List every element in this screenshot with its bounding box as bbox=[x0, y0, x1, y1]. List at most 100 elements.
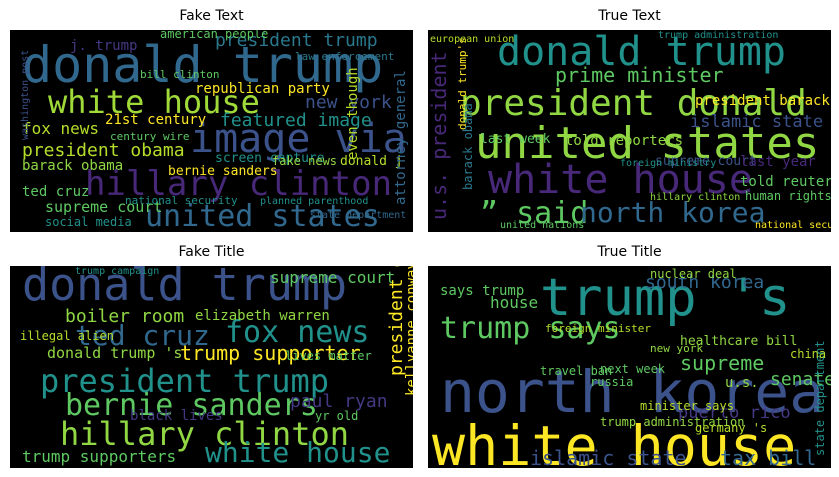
word: united states bbox=[145, 199, 380, 234]
word: trump supporters bbox=[22, 447, 176, 466]
word: germany 's bbox=[695, 421, 767, 435]
word: president barack bbox=[695, 93, 830, 109]
word: bill clinton bbox=[140, 68, 219, 81]
word: barack obama bbox=[461, 103, 475, 190]
word: new york bbox=[305, 92, 392, 113]
word: attorney general bbox=[393, 70, 409, 205]
word: black lives bbox=[130, 408, 223, 424]
word: fox news bbox=[225, 315, 370, 350]
word: north korea bbox=[440, 358, 824, 426]
word: minister says bbox=[640, 399, 734, 413]
word: foreign minister bbox=[545, 322, 651, 335]
word: president donald bbox=[460, 83, 807, 124]
word: donald trump bbox=[497, 29, 786, 75]
word: islamic state bbox=[690, 112, 823, 132]
word: u.s. bbox=[725, 375, 759, 391]
word: told reporters bbox=[565, 133, 683, 149]
word: trump administration bbox=[658, 30, 778, 41]
word: ted cruz bbox=[75, 319, 210, 352]
word: screen capture bbox=[215, 151, 325, 166]
word: donald j bbox=[340, 154, 403, 169]
word: national security bbox=[125, 194, 238, 207]
word: bernie sanders bbox=[65, 388, 318, 423]
word: white house bbox=[48, 83, 260, 121]
word: ted cruz bbox=[22, 184, 89, 200]
word: supreme court bbox=[45, 198, 162, 216]
word: ” said bbox=[480, 196, 588, 231]
word: prime minister bbox=[555, 63, 724, 87]
word: law enforcement bbox=[295, 50, 394, 63]
word: president obama bbox=[386, 213, 407, 376]
word: house bbox=[490, 293, 538, 312]
word: even though bbox=[345, 67, 361, 160]
wordcloud-background bbox=[10, 30, 413, 232]
word: fake news bbox=[272, 154, 337, 168]
word: kellyanne conway bbox=[404, 261, 420, 396]
word: supreme bbox=[680, 351, 764, 375]
word: travel ban bbox=[540, 364, 612, 378]
panel-title: Fake Text bbox=[179, 8, 244, 24]
word: u.s. president bbox=[427, 51, 451, 220]
word: hillary clinton bbox=[60, 415, 349, 453]
wordcloud-background bbox=[428, 266, 831, 468]
word: century wire bbox=[110, 130, 189, 143]
word: lives matter bbox=[285, 349, 372, 363]
word: tax bill bbox=[720, 446, 816, 470]
word: president obama bbox=[22, 140, 185, 161]
word: puerto rico bbox=[678, 403, 791, 423]
panel-title: True Title bbox=[596, 244, 661, 260]
word: national security bbox=[755, 220, 839, 231]
word: donald trump bbox=[22, 258, 347, 311]
word: social media bbox=[45, 215, 132, 229]
word: trump 's bbox=[540, 268, 790, 328]
word: fox news bbox=[22, 119, 99, 138]
word: state department bbox=[813, 340, 827, 456]
wordcloud-background bbox=[10, 266, 413, 468]
word: hillary clinton bbox=[85, 164, 392, 204]
word: trump supporter bbox=[180, 341, 361, 365]
word: paul ryan bbox=[290, 391, 388, 412]
word: islamic state bbox=[530, 446, 687, 470]
panel-title: True Text bbox=[597, 8, 661, 24]
word: 21st century bbox=[105, 112, 206, 128]
word: planned parenthood bbox=[260, 196, 368, 207]
word: russia bbox=[590, 375, 633, 389]
word: state department bbox=[310, 210, 406, 221]
word: washington post bbox=[20, 50, 31, 140]
word: south korea bbox=[645, 272, 764, 293]
word: north korea bbox=[580, 196, 765, 229]
word: hillary clinton bbox=[650, 192, 740, 203]
word: next week bbox=[600, 362, 666, 376]
panel-title: Fake Title bbox=[178, 244, 244, 260]
word: human rights bbox=[745, 189, 832, 203]
word: senate bbox=[770, 369, 835, 390]
word: donald trump's bbox=[456, 37, 469, 130]
word: j. trump bbox=[70, 38, 137, 54]
word: last year bbox=[740, 154, 816, 170]
word: healthcare bill bbox=[680, 334, 797, 349]
word: last week bbox=[480, 132, 551, 147]
word: told reuters bbox=[740, 174, 839, 190]
word: says trump bbox=[440, 283, 524, 299]
wordcloud-background bbox=[428, 30, 831, 232]
word: president trump bbox=[40, 362, 329, 400]
word: nuclear deal bbox=[650, 267, 737, 281]
word: featured image bbox=[220, 110, 372, 131]
word: republican party bbox=[195, 81, 330, 97]
word: president trump bbox=[215, 30, 378, 51]
word: elizabeth warren bbox=[195, 308, 330, 324]
word: supreme court bbox=[270, 268, 395, 287]
word: european union bbox=[430, 34, 514, 45]
word: illegal alien bbox=[20, 329, 114, 343]
word: united states bbox=[475, 118, 819, 169]
word: image via bbox=[190, 116, 407, 162]
word: trump administration bbox=[600, 415, 745, 429]
word: donald trump bbox=[22, 36, 383, 94]
word: white house bbox=[432, 414, 796, 477]
word: china 's bbox=[790, 347, 839, 361]
